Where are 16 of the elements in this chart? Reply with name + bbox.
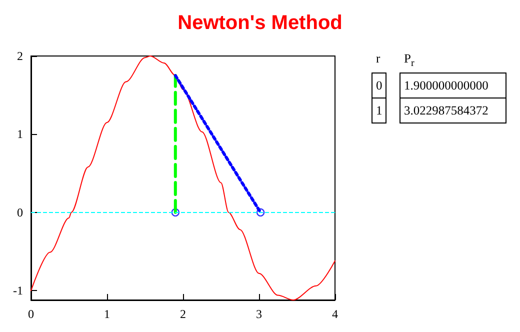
y-tick-label: 1 bbox=[17, 127, 23, 142]
x-tick-label: 1 bbox=[104, 307, 110, 321]
text: r bbox=[376, 52, 381, 66]
text: 1.900000000000 bbox=[404, 78, 488, 92]
text: 0 bbox=[376, 78, 382, 92]
x-tick-label: 0 bbox=[28, 307, 34, 321]
line-series bbox=[30, 56, 336, 300]
x-tick-label: 4 bbox=[332, 307, 338, 321]
x-tick-label: 2 bbox=[180, 307, 186, 321]
text: 1 bbox=[376, 104, 382, 118]
x-tick-label: 3 bbox=[256, 307, 262, 321]
y-tick-label: 2 bbox=[17, 49, 23, 63]
y-tick-label: -1 bbox=[13, 284, 23, 298]
chart-title: Newton's Method bbox=[178, 12, 342, 34]
y-tick-label: 0 bbox=[17, 205, 23, 220]
text: 3.022987584372 bbox=[404, 104, 488, 118]
